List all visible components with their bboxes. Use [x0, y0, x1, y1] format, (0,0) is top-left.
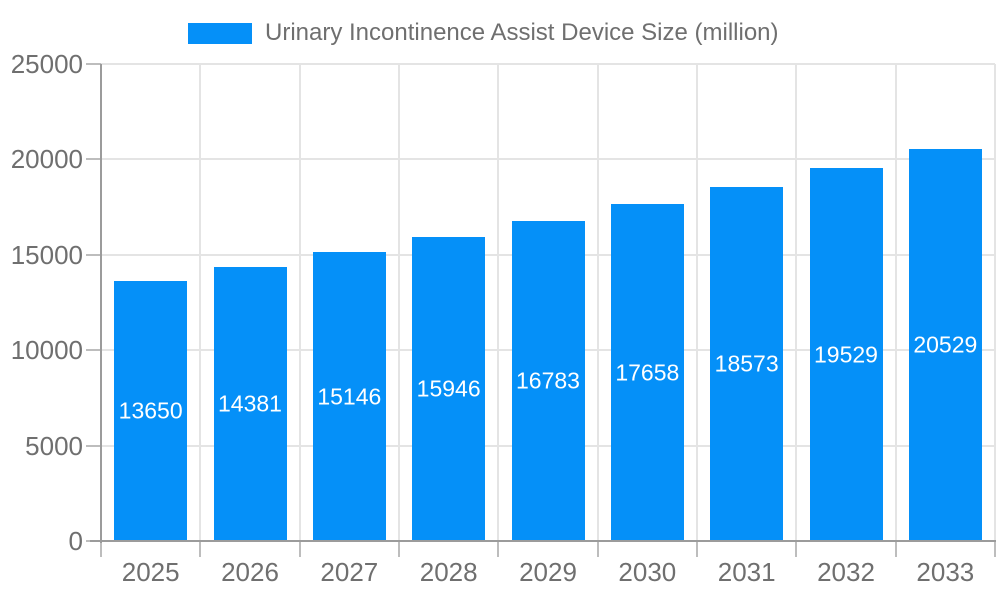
x-axis-tick: [596, 541, 599, 557]
x-axis-tick: [795, 541, 798, 557]
bar-2025[interactable]: [114, 281, 187, 540]
v-gridline: [894, 64, 897, 541]
legend-label: Urinary Incontinence Assist Device Size …: [265, 19, 779, 46]
y-axis-label: 10000: [10, 335, 83, 366]
x-axis-label: 2030: [618, 557, 677, 587]
h-gridline: [101, 158, 995, 161]
bar-2032[interactable]: [810, 168, 883, 540]
v-gridline: [795, 64, 798, 541]
legend[interactable]: Urinary Incontinence Assist Device Size …: [188, 19, 779, 46]
x-axis-tick: [199, 541, 202, 557]
x-axis-tick: [497, 541, 500, 557]
bar-2026[interactable]: [214, 267, 287, 540]
legend-swatch-icon: [188, 22, 252, 44]
x-axis-tick: [100, 541, 102, 557]
bar-2028[interactable]: [412, 237, 485, 540]
v-gridline: [398, 64, 400, 541]
y-axis-label: 20000: [10, 144, 83, 175]
x-axis-line: [90, 540, 996, 542]
v-gridline: [696, 64, 698, 541]
v-gridline: [497, 64, 500, 541]
bar-2027[interactable]: [313, 252, 386, 540]
y-axis-label: 25000: [10, 49, 83, 79]
y-axis-tick: [86, 444, 101, 447]
x-axis-tick: [696, 541, 698, 557]
x-axis-label: 2029: [519, 557, 577, 587]
y-axis-tick: [86, 253, 101, 256]
y-axis-tick: [86, 63, 101, 65]
v-gridline: [298, 64, 301, 541]
y-axis-tick: [86, 158, 101, 161]
x-axis-tick: [298, 541, 301, 557]
v-gridline: [994, 64, 996, 541]
bar-2033[interactable]: [909, 149, 982, 540]
y-axis-label: 15000: [10, 239, 83, 270]
bar-2029[interactable]: [512, 221, 585, 540]
y-axis-label: 5000: [25, 430, 83, 461]
bar-2031[interactable]: [710, 187, 783, 540]
x-axis-tick: [398, 541, 400, 557]
x-axis-label: 2033: [916, 557, 975, 587]
x-axis-label: 2027: [320, 557, 379, 587]
x-axis-label: 2032: [817, 557, 875, 587]
v-gridline: [596, 64, 599, 541]
x-axis-label: 2031: [717, 557, 776, 587]
x-axis-label: 2026: [221, 557, 279, 587]
x-axis-label: 2028: [419, 557, 478, 587]
x-axis-tick: [894, 541, 897, 557]
bar-2030[interactable]: [611, 204, 684, 540]
x-axis-label: 2025: [121, 557, 180, 587]
y-axis-tick: [86, 349, 101, 352]
y-axis-line: [100, 64, 102, 543]
y-axis-label: 0: [68, 526, 83, 556]
x-axis-tick: [994, 541, 996, 557]
v-gridline: [199, 64, 202, 541]
h-gridline: [101, 63, 995, 65]
